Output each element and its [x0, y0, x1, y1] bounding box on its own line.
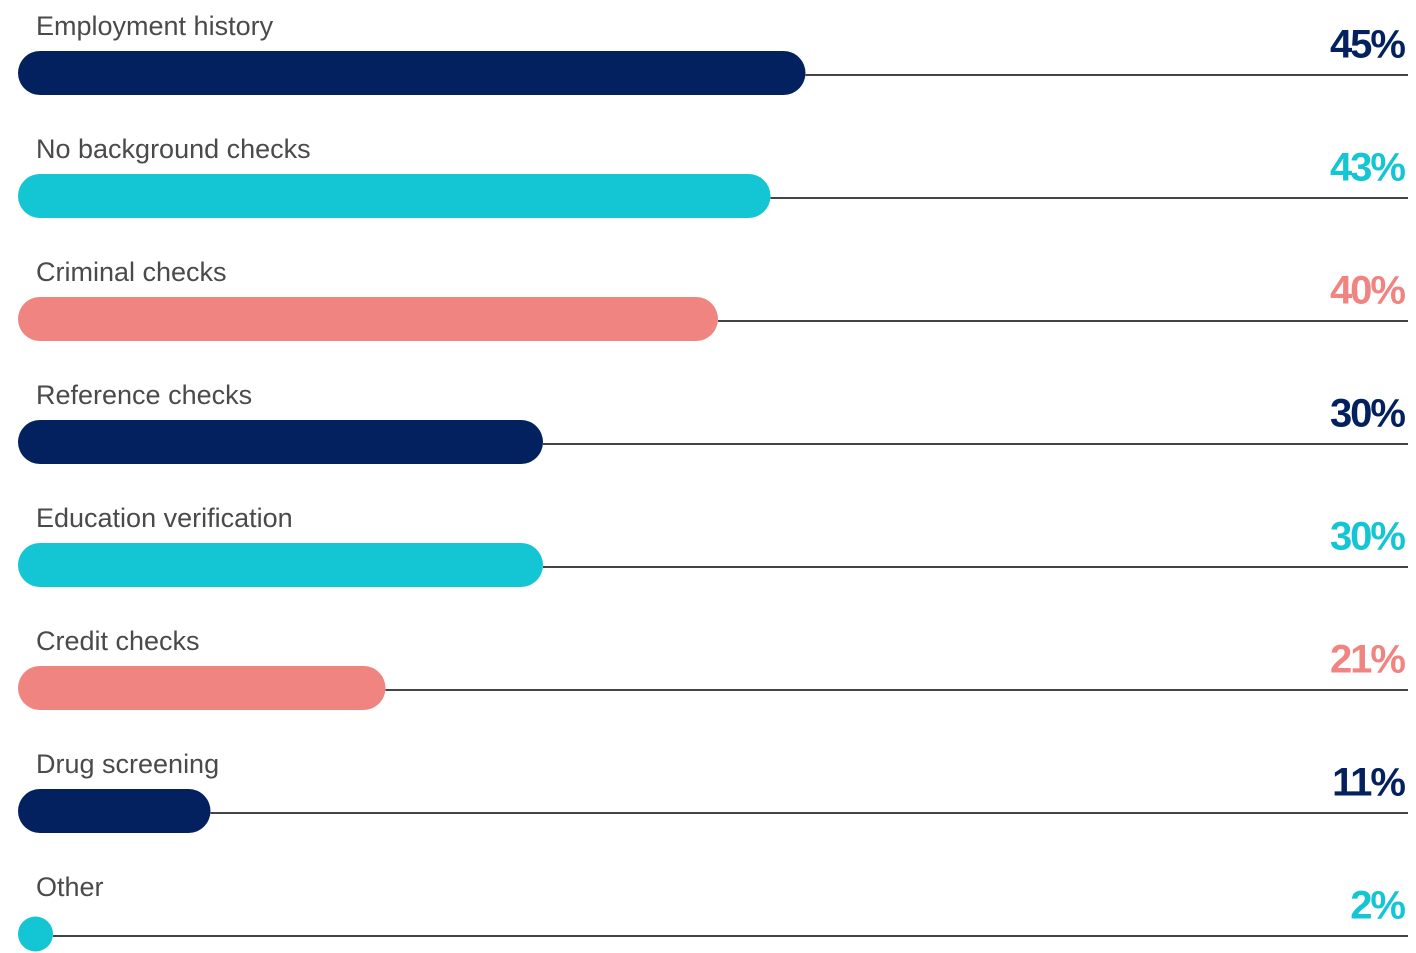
category-label: Education verification — [36, 503, 293, 533]
value-label: 2% — [1350, 884, 1405, 928]
bar — [18, 789, 211, 833]
value-label: 30% — [1330, 515, 1405, 559]
category-label: Reference checks — [36, 380, 252, 410]
value-label: 43% — [1330, 146, 1405, 190]
value-label: 40% — [1330, 269, 1405, 313]
bar — [18, 916, 53, 952]
bar — [18, 420, 543, 464]
bar — [18, 51, 806, 95]
category-label: Drug screening — [36, 749, 219, 779]
category-label: Criminal checks — [36, 257, 227, 287]
category-label: Employment history — [36, 11, 274, 41]
value-label: 45% — [1330, 23, 1405, 67]
value-label: 11% — [1332, 761, 1405, 805]
bar — [18, 666, 386, 710]
value-label: 21% — [1330, 638, 1405, 682]
bar — [18, 174, 771, 218]
category-label: Credit checks — [36, 626, 200, 656]
bar — [18, 297, 718, 341]
category-label: Other — [36, 872, 104, 902]
bar — [18, 543, 543, 587]
category-label: No background checks — [36, 134, 311, 164]
value-label: 30% — [1330, 392, 1405, 436]
